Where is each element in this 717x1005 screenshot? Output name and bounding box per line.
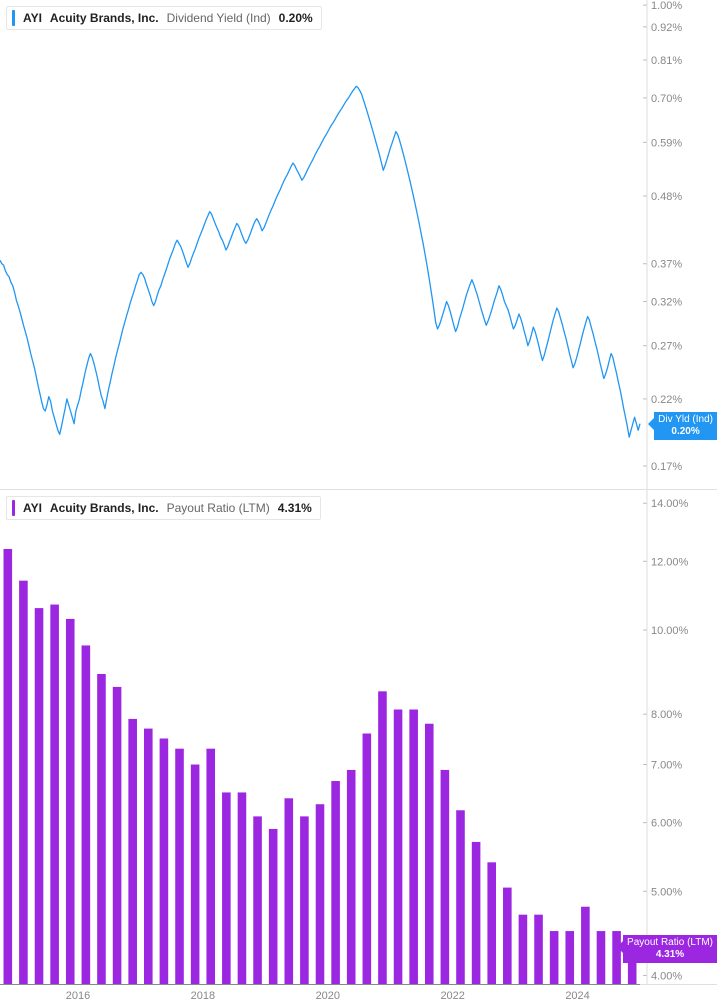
svg-text:4.00%: 4.00% <box>651 970 682 982</box>
svg-text:0.17%: 0.17% <box>651 461 682 473</box>
svg-text:0.70%: 0.70% <box>651 93 682 105</box>
svg-text:14.00%: 14.00% <box>651 498 689 510</box>
badge-line1: Div Yld (Ind) <box>658 414 713 426</box>
badge-line1: Payout Ratio (LTM) <box>627 937 713 949</box>
company-name: Acuity Brands, Inc. <box>50 501 159 515</box>
svg-text:2022: 2022 <box>440 990 464 1002</box>
svg-text:2024: 2024 <box>565 990 589 1002</box>
svg-text:2020: 2020 <box>316 990 340 1002</box>
line-chart-svg: 1.00% 0.92% 0.81% 0.70% 0.59% 0.48% 0.37% 0.32%… <box>0 0 717 490</box>
metric-name: Payout Ratio (LTM) <box>167 501 270 515</box>
payout-ratio-panel: AYI Acuity Brands, Inc. Payout Ratio (LT… <box>0 490 717 985</box>
svg-text:2018: 2018 <box>191 990 215 1002</box>
svg-text:10.00%: 10.00% <box>651 625 689 637</box>
svg-text:0.92%: 0.92% <box>651 22 682 34</box>
dividend-yield-end-badge: Div Yld (Ind) 0.20% <box>654 412 717 440</box>
bar-chart-area[interactable]: 14.00% 12.00% 10.00% 8.00% 7.00% 6.00% 5.00% 4.… <box>0 490 717 985</box>
svg-text:5.00%: 5.00% <box>651 886 682 898</box>
svg-text:0.37%: 0.37% <box>651 259 682 271</box>
svg-text:0.59%: 0.59% <box>651 137 682 149</box>
metric-name: Dividend Yield (Ind) <box>167 11 271 25</box>
bar-chart-svg: 14.00% 12.00% 10.00% 8.00% 7.00% 6.00% 5.00% 4.… <box>0 490 717 985</box>
badge-line2: 4.31% <box>627 949 713 961</box>
svg-text:0.48%: 0.48% <box>651 191 682 203</box>
dividend-yield-panel: AYI Acuity Brands, Inc. Dividend Yield (… <box>0 0 717 490</box>
svg-text:7.00%: 7.00% <box>651 760 682 772</box>
svg-text:0.32%: 0.32% <box>651 296 682 308</box>
ticker-color-bar <box>12 500 15 516</box>
ticker-color-bar <box>12 10 15 26</box>
ticker-symbol: AYI <box>23 11 42 25</box>
metric-value: 0.20% <box>279 11 313 25</box>
metric-value: 4.31% <box>278 501 312 515</box>
payout-ratio-end-badge: Payout Ratio (LTM) 4.31% <box>623 935 717 963</box>
svg-text:1.00%: 1.00% <box>651 0 682 12</box>
svg-text:12.00%: 12.00% <box>651 556 689 568</box>
ticker-symbol: AYI <box>23 501 42 515</box>
x-axis: 2016 2018 2020 2022 2024 <box>0 985 717 1005</box>
line-chart-area[interactable]: 1.00% 0.92% 0.81% 0.70% 0.59% 0.48% 0.37% 0.32%… <box>0 0 717 490</box>
panel2-header: AYI Acuity Brands, Inc. Payout Ratio (LT… <box>6 496 321 520</box>
badge-line2: 0.20% <box>658 426 713 438</box>
badge-arrow <box>617 941 623 953</box>
svg-text:8.00%: 8.00% <box>651 709 682 721</box>
svg-text:0.27%: 0.27% <box>651 341 682 353</box>
svg-text:6.00%: 6.00% <box>651 818 682 830</box>
panel1-header: AYI Acuity Brands, Inc. Dividend Yield (… <box>6 6 322 30</box>
svg-text:0.81%: 0.81% <box>651 55 682 67</box>
company-name: Acuity Brands, Inc. <box>50 11 159 25</box>
svg-text:0.22%: 0.22% <box>651 394 682 406</box>
svg-text:2016: 2016 <box>66 990 90 1002</box>
badge-arrow <box>648 418 654 430</box>
x-axis-svg: 2016 2018 2020 2022 2024 <box>0 985 717 1005</box>
